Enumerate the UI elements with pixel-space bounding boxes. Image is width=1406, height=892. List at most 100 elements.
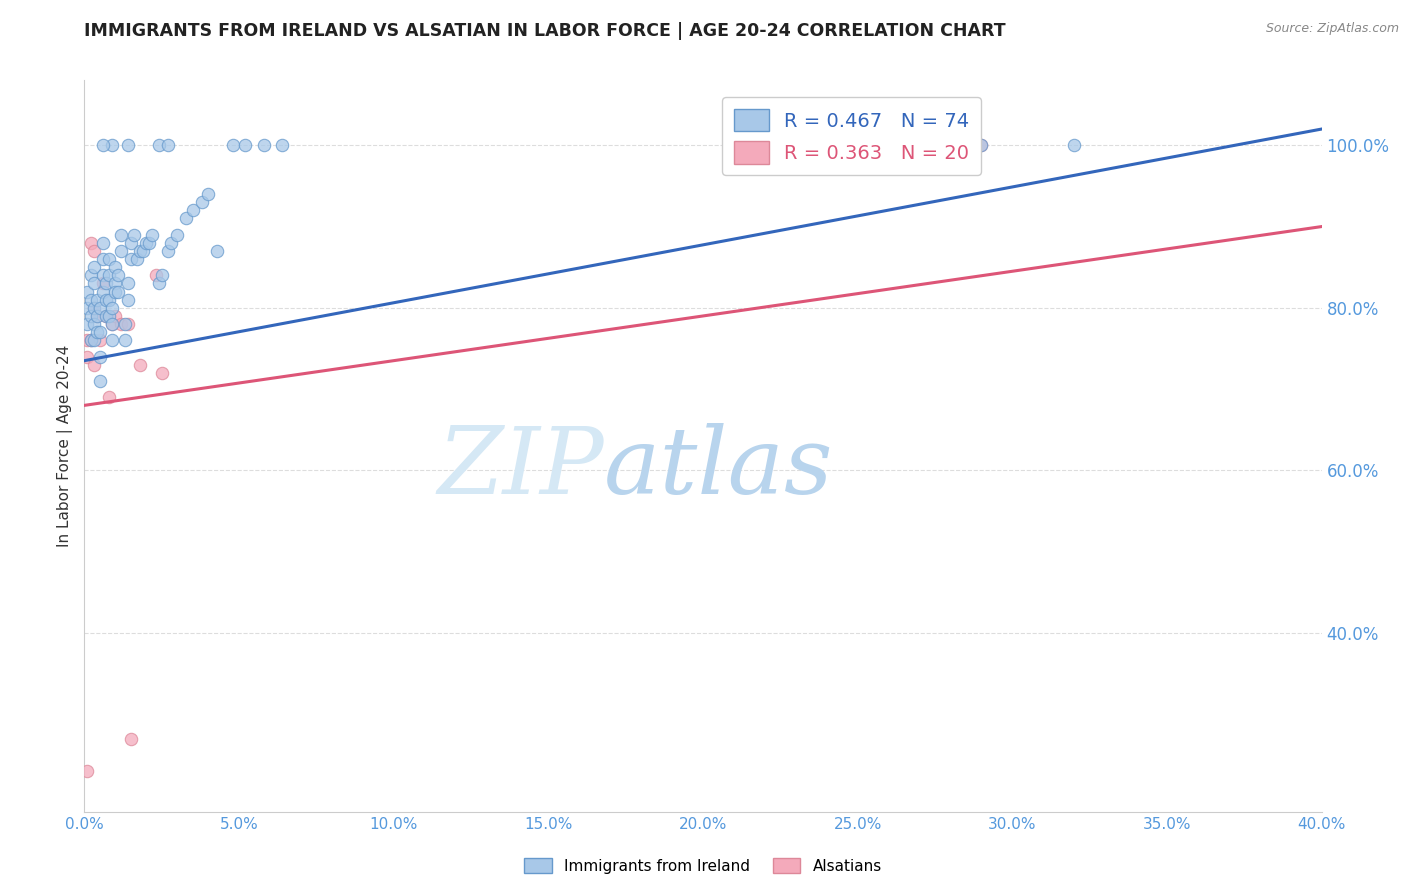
Point: [79, 235, 101, 250]
Text: ZIP: ZIP: [437, 423, 605, 513]
Point: [101, 138, 124, 153]
Point: [104, 277, 127, 291]
Point: [89, 350, 111, 364]
Point: [86, 309, 108, 323]
Point: [83, 358, 105, 372]
Point: [145, 268, 167, 283]
Point: [114, 317, 136, 331]
Point: [970, 138, 993, 153]
Point: [156, 244, 179, 258]
Point: [86, 325, 108, 339]
Point: [110, 227, 132, 242]
Point: [76, 285, 98, 299]
Point: [94, 293, 117, 307]
Point: [79, 334, 101, 348]
Point: [79, 268, 101, 283]
Point: [197, 187, 219, 202]
Point: [83, 277, 105, 291]
Point: [83, 260, 105, 275]
Point: [233, 138, 256, 153]
Point: [156, 138, 179, 153]
Point: [94, 277, 117, 291]
Point: [117, 138, 139, 153]
Point: [222, 138, 245, 153]
Point: [125, 252, 148, 266]
Point: [76, 317, 98, 331]
Point: [101, 334, 124, 348]
Point: [148, 277, 170, 291]
Point: [117, 317, 139, 331]
Point: [135, 235, 157, 250]
Point: [83, 317, 105, 331]
Point: [79, 309, 101, 323]
Point: [122, 227, 145, 242]
Point: [101, 317, 124, 331]
Point: [89, 374, 111, 388]
Point: [101, 317, 124, 331]
Point: [181, 203, 204, 218]
Point: [107, 285, 129, 299]
Text: atlas: atlas: [605, 423, 834, 513]
Point: [86, 293, 108, 307]
Point: [89, 301, 111, 315]
Point: [101, 301, 124, 315]
Point: [104, 285, 127, 299]
Point: [76, 350, 98, 364]
Point: [76, 764, 98, 778]
Point: [129, 358, 152, 372]
Point: [98, 390, 121, 404]
Point: [141, 227, 163, 242]
Point: [148, 138, 170, 153]
Point: [191, 195, 214, 210]
Point: [98, 268, 121, 283]
Point: [79, 334, 101, 348]
Point: [271, 138, 294, 153]
Point: [160, 235, 183, 250]
Point: [120, 252, 142, 266]
Point: [176, 211, 198, 226]
Point: [107, 268, 129, 283]
Y-axis label: In Labor Force | Age 20-24: In Labor Force | Age 20-24: [58, 345, 73, 547]
Point: [120, 731, 142, 746]
Point: [83, 334, 105, 348]
Point: [970, 138, 993, 153]
Legend: Immigrants from Ireland, Alsatians: Immigrants from Ireland, Alsatians: [517, 852, 889, 880]
Point: [86, 309, 108, 323]
Point: [132, 244, 155, 258]
Point: [83, 301, 105, 315]
Point: [253, 138, 276, 153]
Point: [117, 277, 139, 291]
Point: [110, 244, 132, 258]
Point: [91, 252, 114, 266]
Point: [98, 293, 121, 307]
Point: [91, 268, 114, 283]
Point: [114, 334, 136, 348]
Point: [129, 244, 152, 258]
Point: [120, 235, 142, 250]
Point: [89, 325, 111, 339]
Legend: R = 0.467   N = 74, R = 0.363   N = 20: R = 0.467 N = 74, R = 0.363 N = 20: [721, 97, 981, 176]
Text: IMMIGRANTS FROM IRELAND VS ALSATIAN IN LABOR FORCE | AGE 20-24 CORRELATION CHART: IMMIGRANTS FROM IRELAND VS ALSATIAN IN L…: [84, 22, 1005, 40]
Point: [94, 309, 117, 323]
Point: [91, 285, 114, 299]
Point: [91, 235, 114, 250]
Point: [207, 244, 229, 258]
Point: [1063, 138, 1085, 153]
Point: [150, 366, 173, 380]
Point: [110, 317, 132, 331]
Point: [117, 293, 139, 307]
Point: [94, 309, 117, 323]
Point: [104, 260, 127, 275]
Point: [166, 227, 188, 242]
Point: [83, 244, 105, 258]
Point: [138, 235, 160, 250]
Point: [98, 252, 121, 266]
Point: [91, 138, 114, 153]
Point: [76, 301, 98, 315]
Point: [91, 277, 114, 291]
Point: [79, 293, 101, 307]
Point: [83, 301, 105, 315]
Point: [104, 309, 127, 323]
Point: [150, 268, 173, 283]
Point: [89, 334, 111, 348]
